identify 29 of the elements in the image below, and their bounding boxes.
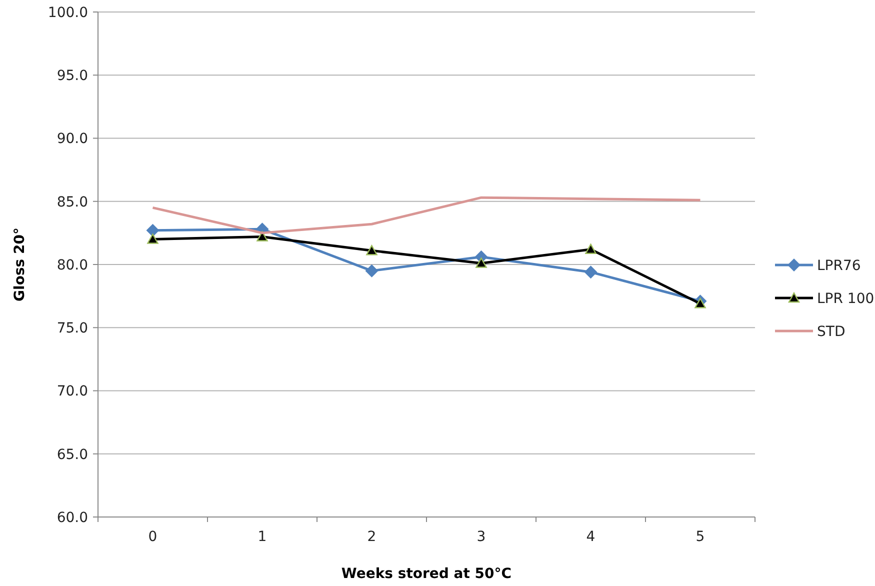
x-tick-label: 2 [367, 529, 376, 545]
legend-label: LPR 100 [817, 290, 874, 307]
x-axis-title: Weeks stored at 50°C [341, 566, 512, 582]
y-tick-label: 95.0 [56, 68, 88, 84]
point [585, 244, 596, 254]
point [365, 264, 378, 278]
x-tick-label: 0 [148, 529, 158, 545]
x-tick-label: 1 [258, 529, 267, 545]
point [584, 266, 598, 279]
point [694, 298, 706, 308]
point [147, 234, 158, 244]
legend-label: LPR76 [817, 258, 861, 274]
y-tick-label: 90.0 [56, 131, 88, 148]
y-tick-label: 85.0 [56, 194, 88, 210]
y-tick-label: 65.0 [56, 446, 88, 463]
point [476, 258, 487, 268]
point [366, 245, 378, 256]
y-tick-label: 80.0 [56, 257, 88, 274]
legend-label: STD [817, 324, 846, 340]
y-tick-label: 100.0 [48, 4, 88, 21]
y-tick-label: 60.0 [56, 510, 88, 526]
point [146, 224, 160, 237]
x-tick-label: 3 [476, 529, 486, 545]
y-tick-label: 70.0 [56, 384, 88, 400]
x-tick-label: 4 [586, 529, 596, 545]
x-tick-label: 5 [696, 529, 705, 545]
y-axis-title: Gloss 20° [12, 228, 28, 302]
y-tick-label: 75.0 [56, 320, 88, 337]
point [256, 231, 268, 242]
